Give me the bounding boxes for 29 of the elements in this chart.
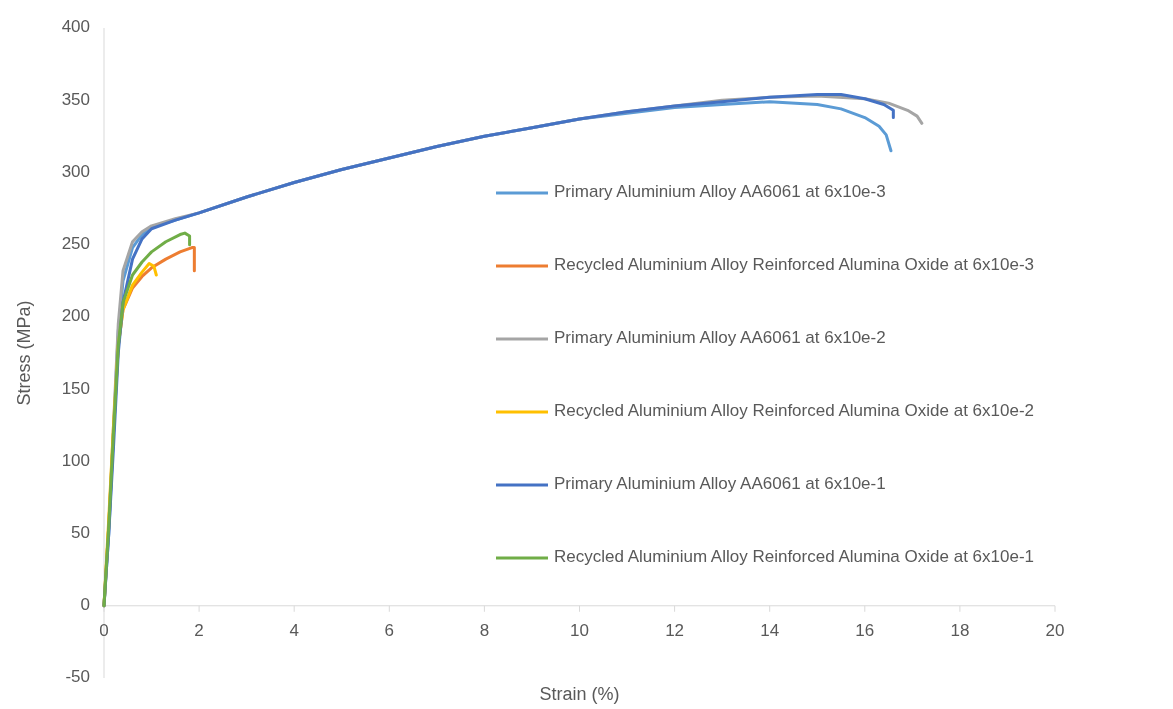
y-tick-label: 400 xyxy=(61,17,90,37)
legend-label: Primary Aluminium Alloy AA6061 at 6x10e-3 xyxy=(554,182,886,202)
x-tick-label: 2 xyxy=(194,620,204,640)
x-tick-label: 4 xyxy=(289,620,299,640)
x-tick-label: 16 xyxy=(855,620,875,640)
y-tick-label: 300 xyxy=(61,161,90,181)
x-axis-title: Strain (%) xyxy=(539,684,620,704)
y-tick-label: 50 xyxy=(71,523,90,543)
x-tick-label: 0 xyxy=(99,620,109,640)
x-tick-label: 6 xyxy=(384,620,395,640)
x-tick-label: 14 xyxy=(760,620,780,640)
y-tick-label: 250 xyxy=(61,234,90,254)
legend-label: Primary Aluminium Alloy AA6061 at 6x10e-2 xyxy=(554,328,886,348)
y-tick-label: 350 xyxy=(61,89,90,109)
legend-label: Recycled Aluminium Alloy Reinforced Alumina Oxide at 6x10e-2 xyxy=(554,401,1035,421)
y-axis-title: Stress (MPa) xyxy=(14,300,34,406)
x-tick-label: 10 xyxy=(570,620,589,640)
x-tick-label: 18 xyxy=(950,620,970,640)
y-tick-label: -50 xyxy=(65,667,90,687)
y-tick-label: 150 xyxy=(61,378,90,398)
y-tick-label: 100 xyxy=(61,450,90,470)
legend-label: Recycled Aluminium Alloy Reinforced Alumina Oxide at 6x10e-3 xyxy=(554,255,1035,275)
legend-label: Primary Aluminium Alloy AA6061 at 6x10e-1 xyxy=(554,474,886,494)
y-tick-label: 200 xyxy=(61,306,90,326)
y-tick-label: 0 xyxy=(80,595,90,615)
x-tick-label: 8 xyxy=(479,620,490,640)
x-tick-label: 20 xyxy=(1045,620,1065,640)
x-tick-label: 12 xyxy=(665,620,685,640)
legend-label: Recycled Aluminium Alloy Reinforced Alumina Oxide at 6x10e-1 xyxy=(554,547,1035,567)
